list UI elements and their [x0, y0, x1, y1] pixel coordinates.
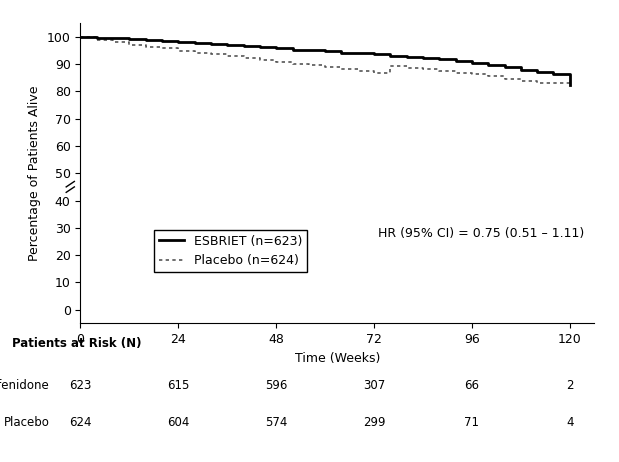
Legend: ESBRIET (n=623), Placebo (n=624): ESBRIET (n=623), Placebo (n=624) [154, 230, 307, 272]
Text: 624: 624 [69, 416, 92, 429]
Text: 604: 604 [167, 416, 189, 429]
Text: Placebo: Placebo [4, 416, 50, 429]
Text: 66: 66 [464, 379, 479, 392]
Text: HR (95% CI) = 0.75 (0.51 – 1.11): HR (95% CI) = 0.75 (0.51 – 1.11) [378, 227, 585, 240]
Text: 71: 71 [464, 416, 479, 429]
Text: 307: 307 [363, 379, 385, 392]
X-axis label: Time (Weeks): Time (Weeks) [295, 352, 380, 365]
Text: Patients at Risk (N): Patients at Risk (N) [12, 337, 142, 350]
Text: 299: 299 [363, 416, 385, 429]
Text: 574: 574 [265, 416, 287, 429]
Text: 623: 623 [69, 379, 92, 392]
Text: 2: 2 [566, 379, 574, 392]
Text: Pirfenidone: Pirfenidone [0, 379, 50, 392]
Text: 596: 596 [265, 379, 287, 392]
Text: 615: 615 [167, 379, 189, 392]
Text: 4: 4 [566, 416, 574, 429]
Y-axis label: Percentage of Patients Alive: Percentage of Patients Alive [28, 85, 41, 261]
